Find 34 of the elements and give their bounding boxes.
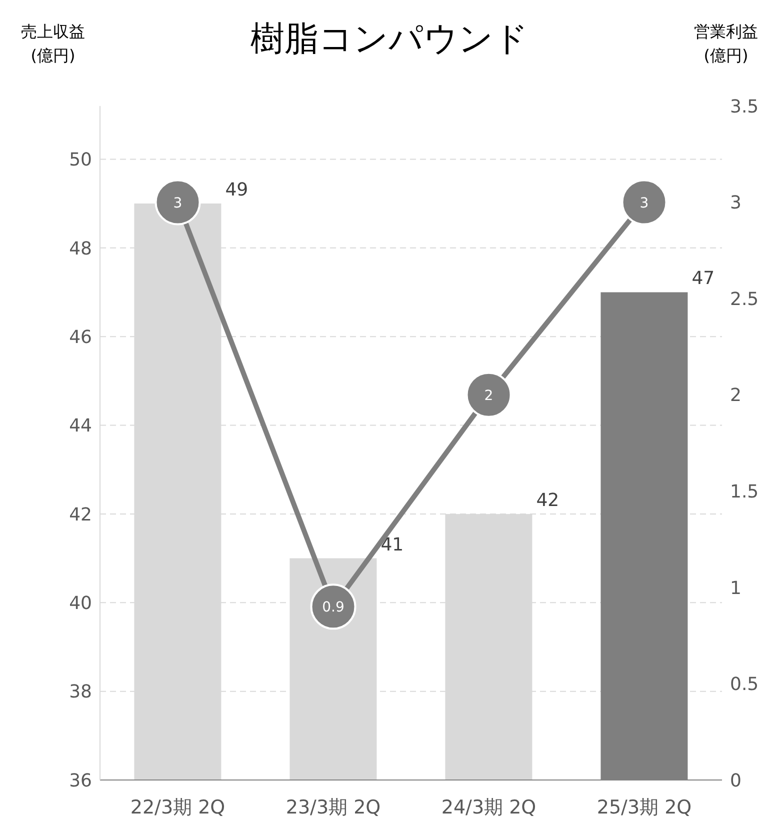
point	[466, 372, 512, 418]
y-tick-label: 48	[69, 238, 92, 260]
y-axis-title: 売上収益 (億円)	[20, 21, 86, 67]
point	[154, 179, 201, 226]
y2-tick-label: 3	[730, 192, 742, 214]
chart-title: 樹脂コンパウンド	[250, 19, 528, 59]
y2-tick-label: 1	[730, 578, 742, 599]
y2-tick-label: 1.5	[730, 482, 759, 503]
y2-tick-label: 0.5	[730, 674, 759, 696]
y-tick-label: 44	[69, 416, 92, 437]
y-tick-label: 42	[69, 504, 92, 526]
data-label: 49	[225, 180, 248, 201]
data-label: 42	[536, 490, 560, 511]
y2-tick-label: 3.5	[730, 96, 759, 118]
data-label: 0.9	[322, 600, 344, 616]
y2-axis-title: 営業利益 (億円)	[693, 21, 759, 67]
y-tick-label: 38	[69, 682, 92, 703]
x-tick-label: 25/3期 2Q	[596, 796, 692, 818]
data-label: 3	[640, 195, 649, 212]
y2-tick-label: 2.5	[730, 288, 759, 310]
data-label: 3	[173, 195, 182, 212]
x-tick-label: 22/3期 2Q	[130, 796, 226, 818]
y-tick-label: 50	[69, 150, 92, 171]
x-tick-label: 23/3期 2Q	[286, 796, 381, 818]
y-tick-label: 40	[69, 593, 92, 614]
y2-tick-label: 0	[730, 770, 742, 792]
point	[621, 179, 668, 226]
x-tick-label: 24/3期 2Q	[441, 796, 536, 818]
y2-tick-label: 2	[730, 385, 742, 406]
data-label: 2	[484, 388, 494, 404]
y-tick-label: 36	[69, 770, 92, 792]
data-label: 47	[692, 268, 715, 290]
data-label: 41	[380, 534, 404, 556]
y-tick-label: 46	[69, 326, 92, 348]
